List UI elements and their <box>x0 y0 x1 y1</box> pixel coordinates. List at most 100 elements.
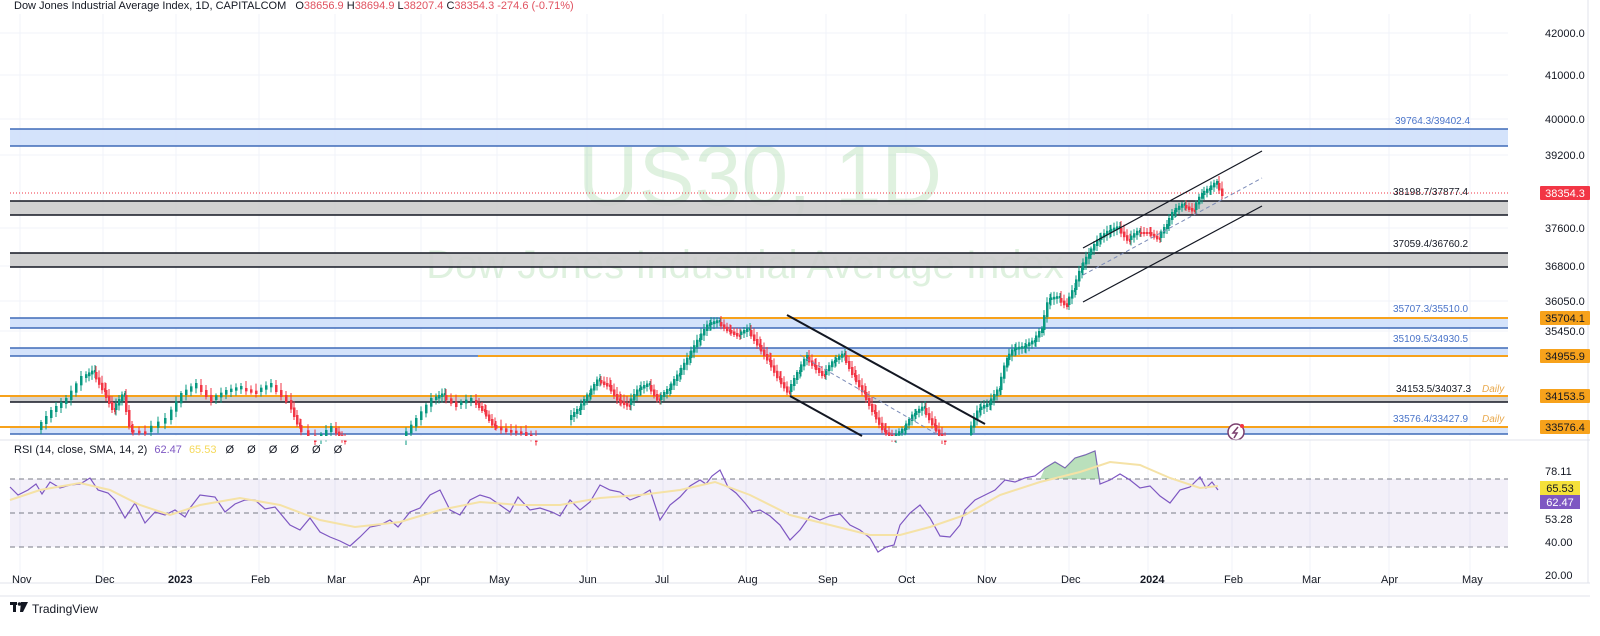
candle-body <box>676 374 679 381</box>
close-value: 38354.3 <box>454 0 495 12</box>
symbol-title[interactable]: Dow Jones Industrial Average Index, 1D, … <box>14 0 287 12</box>
candle-body <box>763 349 766 356</box>
candle-body <box>1078 270 1081 282</box>
candle-body <box>895 433 898 438</box>
candle-body <box>683 362 686 370</box>
candle-body <box>210 395 213 402</box>
candle-body <box>1150 232 1153 236</box>
candle-body <box>240 386 243 390</box>
candle-body <box>806 355 809 361</box>
candle-body <box>976 410 979 420</box>
zone[interactable]: 33576.4/33427.9 Daily <box>10 414 1508 435</box>
candle-body <box>1106 230 1109 236</box>
candle-body <box>405 431 408 440</box>
candle-body <box>1000 376 1003 390</box>
candle-body <box>425 404 428 414</box>
candle-body <box>300 425 303 433</box>
time-axis-label: May <box>1462 574 1483 586</box>
candle-body <box>1166 224 1169 229</box>
candle-body <box>1075 279 1078 290</box>
chart-legend: Dow Jones Industrial Average Index, 1D, … <box>14 0 574 12</box>
lightning-alert-icon[interactable] <box>1227 423 1245 441</box>
tradingview-logo[interactable]: TradingView <box>10 602 98 616</box>
candle-body <box>898 431 901 436</box>
candle-body <box>1081 268 1084 273</box>
candle-body <box>131 425 134 432</box>
price-tag-bg <box>1540 349 1590 363</box>
candle-body <box>796 372 799 380</box>
rsi-sma-line <box>9 460 1219 536</box>
price-axis-tick: 41000.0 <box>1545 70 1585 82</box>
time-axis-label: Sep <box>818 574 838 586</box>
candle-body <box>515 430 518 434</box>
candle-body <box>88 372 91 377</box>
price-tag-label: 34153.5 <box>1545 391 1585 403</box>
rsi-value-tag-label: 62.47 <box>1546 497 1574 509</box>
candle-body <box>215 395 218 400</box>
candle-body <box>1203 190 1206 195</box>
candle-body <box>1171 212 1174 220</box>
candle-body <box>488 414 491 421</box>
candle-body <box>629 404 632 407</box>
candle-body <box>973 418 976 428</box>
rsi-sma-value: 65.53 <box>188 444 217 456</box>
zone[interactable]: 38198.7/37877.4 <box>10 187 1508 216</box>
candle-body <box>986 403 989 407</box>
channel-upper-line <box>1082 150 1263 249</box>
candle-body <box>983 405 986 409</box>
candle-body <box>653 389 656 396</box>
candle-body <box>770 360 773 368</box>
candle-body <box>420 411 423 420</box>
ascending-channel[interactable] <box>1082 150 1263 303</box>
price-axis-tick: 40000.0 <box>1545 114 1585 126</box>
zone-label: 37059.4/36760.2 <box>1393 239 1469 250</box>
price-tag-label: 35704.1 <box>1545 313 1585 325</box>
zone[interactable]: 34153.5/34037.3 Daily <box>10 384 1508 403</box>
candle-body <box>749 328 752 331</box>
candle-body <box>616 394 619 401</box>
candle-body <box>696 339 699 348</box>
candle-body <box>80 376 83 386</box>
candle-body <box>293 407 296 417</box>
candle-body <box>85 374 88 378</box>
candle-body <box>470 398 473 402</box>
candle-body <box>50 410 53 418</box>
candle-body <box>1021 346 1024 349</box>
zone[interactable]: 37059.4/36760.2 <box>10 239 1508 268</box>
candle-body <box>438 395 441 399</box>
candle-body <box>633 394 636 401</box>
candle-body <box>848 361 851 369</box>
price-tag-bg <box>1540 311 1590 325</box>
candle-body <box>573 412 576 417</box>
time-axis-label: Apr <box>1381 574 1398 586</box>
candle-body <box>307 430 310 438</box>
zone[interactable]: 35707.3/35510.0 <box>10 304 1508 329</box>
descending-channel[interactable] <box>786 314 986 437</box>
candle-body <box>789 390 792 394</box>
rsi-axis-tick: 78.11 <box>1545 466 1572 478</box>
price-tag-label: 33576.4 <box>1545 422 1585 434</box>
candle-body <box>1090 248 1093 255</box>
rsi-legend[interactable]: RSI (14, close, SMA, 14, 2) 62.47 65.53 … <box>14 444 347 456</box>
candle-body <box>1043 315 1046 330</box>
time-axis[interactable]: Nov Dec 2023 Feb Mar Apr May Jun Jul Aug Sep Oct Nov… <box>12 574 1483 586</box>
candle-body <box>690 350 693 358</box>
candle-body <box>330 426 333 432</box>
zone-timeframe-tag: Daily <box>1482 384 1505 395</box>
zone-label: 35109.5/34930.5 <box>1393 334 1469 345</box>
candle-body <box>750 330 753 337</box>
zone[interactable]: 39764.3/39402.4 <box>10 116 1508 147</box>
rsi-axis-tick: 40.00 <box>1545 537 1573 549</box>
ohlc-values: O38656.9 H38694.9 L38207.4 C38354.3 -274… <box>295 0 574 12</box>
channel-upper-line <box>786 314 986 425</box>
candle-body <box>200 385 203 392</box>
price-tag-bg <box>1540 420 1590 434</box>
candle-body <box>878 417 881 425</box>
candle-body <box>1216 181 1219 185</box>
candle-body <box>620 400 623 404</box>
zone-label: 34153.5/34037.3 <box>1396 384 1472 395</box>
candle-body <box>970 425 973 435</box>
candle-body <box>124 393 127 397</box>
candle-body <box>1206 188 1209 193</box>
